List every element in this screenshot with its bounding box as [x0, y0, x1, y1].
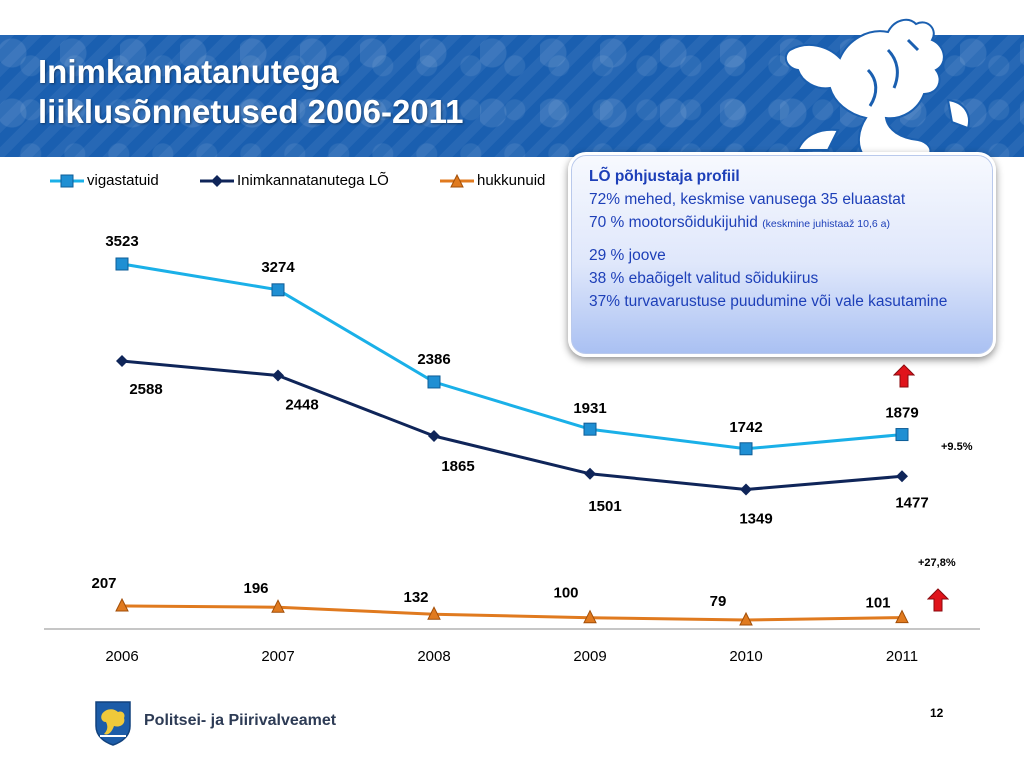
data-point-inimkannatanutega: [428, 430, 440, 443]
data-point-inimkannatanutega: [116, 355, 128, 367]
data-label: 196: [243, 580, 268, 597]
killed-change-label: +27,8%: [918, 557, 956, 569]
data-point-vigastatuid: [739, 442, 753, 456]
legend-marker-diamond-icon: [200, 174, 234, 187]
callout-line-3: 29 % joove: [589, 247, 666, 264]
data-label: 3523: [105, 233, 138, 250]
data-label: 2386: [417, 351, 450, 368]
legend-label-vigastatuid: vigastatuid: [87, 172, 159, 189]
data-label: 132: [403, 589, 428, 606]
data-label: 1879: [885, 405, 918, 422]
data-point-hukkunuid: [739, 611, 753, 626]
callout-line-2-note: (keskmine juhistaaž 10,6 a): [762, 218, 890, 230]
callout-title: LÕ põhjustaja profiil: [589, 168, 740, 185]
data-label: 207: [91, 575, 116, 592]
data-point-hukkunuid: [271, 599, 285, 613]
slide-title-line1: Inimkannatanutega: [38, 53, 339, 90]
x-tick-label: 2008: [417, 648, 450, 665]
data-point-hukkunuid: [895, 609, 909, 624]
series-line-1: [121, 262, 903, 451]
increase-arrow-icon: [927, 588, 949, 612]
data-label: 100: [553, 585, 578, 602]
callout-line-2: 70 % mootorsõidukijuhid (keskmine juhist…: [589, 211, 979, 236]
data-point-inimkannatanutega: [584, 467, 596, 480]
x-tick-label: 2010: [729, 648, 762, 665]
data-label: 2588: [129, 381, 162, 398]
data-label: 1931: [573, 400, 606, 417]
data-label: 101: [865, 595, 890, 612]
legend-label-inimkannatanutega: Inimkannatanutega LÕ: [237, 172, 389, 189]
legend-label-hukkunuid: hukkunuid: [477, 172, 546, 189]
driver-profile-callout: LÕ põhjustaja profiil 72% mehed, keskmis…: [568, 152, 996, 357]
legend-item-inimkannatanutega: Inimkannatanutega LÕ: [200, 172, 389, 189]
data-point-vigastatuid: [895, 428, 909, 442]
x-tick-label: 2009: [573, 648, 606, 665]
data-label: 1501: [588, 498, 621, 515]
series-line-3: [121, 604, 903, 622]
data-point-vigastatuid: [271, 283, 285, 297]
data-label: 2448: [285, 397, 318, 414]
data-label: 1349: [739, 511, 772, 528]
data-point-vigastatuid: [115, 257, 129, 271]
callout-line-1: 72% mehed, keskmise vanusega 35 eluaasta…: [589, 191, 906, 208]
slide-title: Inimkannatanutega liiklusõnnetused 2006-…: [38, 52, 464, 132]
x-tick-label: 2011: [886, 648, 918, 665]
data-label: 3274: [261, 259, 295, 276]
callout-line-2-main: 70 % mootorsõidukijuhid: [589, 214, 763, 231]
slide-title-line2: liiklusõnnetused 2006-2011: [38, 93, 464, 130]
legend-item-hukkunuid: hukkunuid: [440, 172, 545, 189]
data-point-hukkunuid: [583, 609, 597, 624]
data-point-vigastatuid: [583, 422, 597, 436]
data-point-inimkannatanutega: [896, 470, 908, 483]
increase-arrow-icon: [893, 364, 915, 388]
data-point-vigastatuid: [427, 375, 441, 389]
data-point-hukkunuid: [427, 606, 441, 620]
callout-gap: [589, 236, 979, 244]
callout-line-5: 37% turvavarustuse puudumine või vale ka…: [589, 293, 948, 310]
data-point-hukkunuid: [115, 597, 129, 612]
legend-marker-triangle-icon: [440, 173, 474, 187]
x-tick-label: 2007: [261, 648, 294, 665]
data-label: 1742: [729, 419, 762, 436]
legend-item-vigastatuid: vigastatuid: [50, 172, 159, 189]
legend-marker-square-icon: [50, 174, 84, 187]
footer-organization: Politsei- ja Piirivalveamet: [144, 712, 337, 729]
data-label: 1865: [441, 458, 474, 475]
callout-line-4: 38 % ebaõigelt valitud sõidukiirus: [589, 270, 819, 287]
injured-change-label: +9.5%: [941, 441, 973, 453]
data-label: 79: [710, 593, 727, 610]
data-point-inimkannatanutega: [740, 483, 752, 496]
police-logo-icon: [95, 701, 131, 746]
x-tick-label: 2006: [105, 648, 138, 665]
data-point-inimkannatanutega: [272, 369, 284, 382]
series-line-2: [121, 359, 903, 491]
lion-emblem-icon: [784, 18, 970, 157]
data-label: 1477: [895, 494, 928, 511]
page-number: 12: [930, 706, 944, 720]
